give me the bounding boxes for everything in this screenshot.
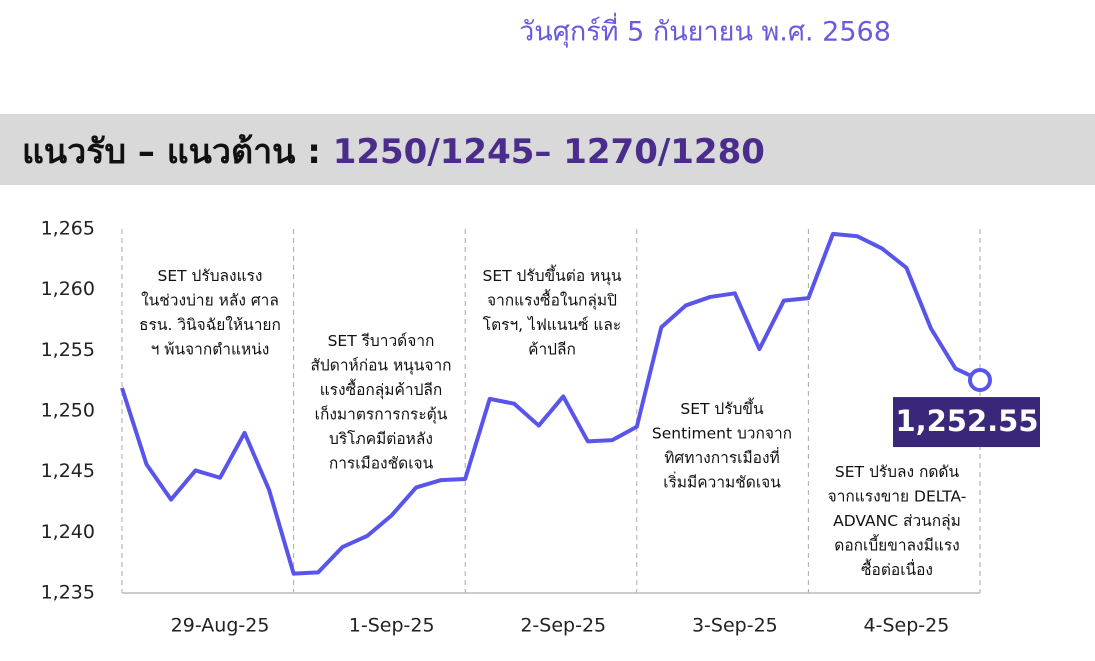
annotation-line: ธรน. วินิจฉัยให้นายก xyxy=(139,316,281,334)
annotation-line: โตรฯ, ไฟแนนซ์ และ xyxy=(483,316,622,334)
annotation-line: ทิศทางการเมืองที่ xyxy=(664,447,780,467)
x-tick-label: 1-Sep-25 xyxy=(349,615,435,637)
annotation-line: SET ปรับขึ้น xyxy=(680,397,764,418)
annotation-line: SET รีบาวด์จาก xyxy=(328,332,435,350)
y-tick-label: 1,240 xyxy=(41,521,95,543)
annotation: SET ปรับลงแรงในช่วงบ่าย หลัง ศาลธรน. วิน… xyxy=(139,267,281,359)
annotation-line: ซื้อต่อเนื่อง xyxy=(861,558,933,579)
value-label-box xyxy=(893,397,1040,448)
banner-label: แนวรับ – แนวต้าน : xyxy=(22,132,333,172)
annotation-line: เริ่มมีความชัดเจน xyxy=(663,471,781,491)
annotation: SET ปรับขึ้น Sentiment บวกจากทิศทางการเมื… xyxy=(652,397,792,492)
annotation-line: บริโภคมีต่อหลัง xyxy=(329,430,433,448)
end-marker xyxy=(968,368,992,393)
annotation: SET รีบาวด์จากสัปดาห์ก่อน หนุนจากแรงซื้อ… xyxy=(310,332,451,473)
annotation-line: SET ปรับขึ้นต่อ หนุน xyxy=(483,264,622,286)
y-tick-label: 1,235 xyxy=(41,582,95,604)
y-tick-label: 1,250 xyxy=(41,400,95,422)
annotation-line: การเมืองชัดเจน xyxy=(329,454,434,472)
line xyxy=(120,231,981,576)
annotation-line: สัปดาห์ก่อน หนุนจาก xyxy=(310,356,451,375)
banner-levels: 1250/1245– 1270/1280 xyxy=(333,132,765,172)
annotation-line: จากแรงซื้อในกลุ่มปิ xyxy=(487,288,617,310)
annotation: SET ปรับลง กดดันจากแรงขาย DELTA- ADVANC ส… xyxy=(828,463,967,579)
annotation: SET ปรับขึ้นต่อ หนุนจากแรงซื้อในกลุ่มปิโ… xyxy=(483,264,622,359)
y-tick-label: 1,245 xyxy=(41,460,95,482)
x-tick-label: 4-Sep-25 xyxy=(864,615,950,637)
annotation-line: ในช่วงบ่าย หลัง ศาล xyxy=(141,291,279,309)
x-tick-label: 2-Sep-25 xyxy=(520,615,606,637)
annotation-line: ดอกเบี้ยขาลงมีแรง xyxy=(834,533,959,554)
annotation-line: ค้าปลีก xyxy=(528,340,576,358)
y-tick-label: 1,265 xyxy=(41,218,95,240)
y-tick-label: 1,260 xyxy=(41,278,95,300)
annotation-line: SET ปรับลง กดดัน xyxy=(835,463,960,481)
y-tick-label: 1,255 xyxy=(41,339,95,361)
banner xyxy=(0,114,1095,185)
annotation-line: แรงซื้อกลุ่มค้าปลีก xyxy=(320,378,443,400)
annotation-line: Sentiment บวกจาก xyxy=(652,424,792,442)
date: วันศุกร์ที่ 5 กันยายน พ.ศ. 2568 xyxy=(519,13,891,49)
annotation-line: จากแรงขาย DELTA- xyxy=(828,487,967,505)
annotation-line: SET ปรับลงแรง xyxy=(158,267,263,285)
value-label: 1,252.55 xyxy=(895,404,1038,438)
annotation-line: ADVANC ส่วนกลุ่ม xyxy=(833,512,961,531)
x-tick-label: 29-Aug-25 xyxy=(171,615,270,637)
annotation-line: เก็งมาตรการกระตุ้น xyxy=(315,404,448,424)
annotation-line: ฯ พ้นจากตำแหน่ง xyxy=(151,340,270,358)
x-tick-label: 3-Sep-25 xyxy=(692,615,778,637)
banner-text: แนวรับ – แนวต้าน : 1250/1245– 1270/1280 xyxy=(22,132,765,172)
